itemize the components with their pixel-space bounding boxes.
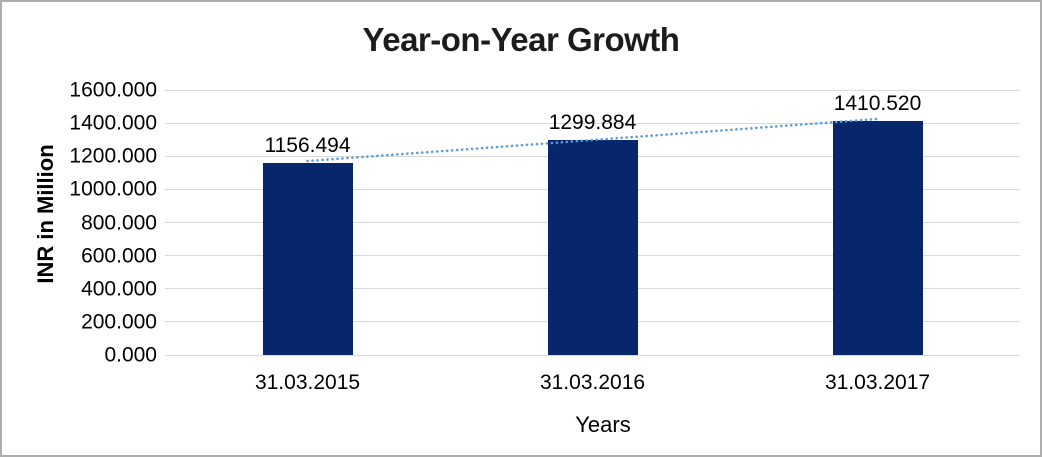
- x-tick-label: 31.03.2016: [539, 371, 646, 394]
- trendline: [306, 117, 879, 163]
- x-axis-title: Years: [575, 412, 631, 437]
- y-tick-label: 800.000: [81, 211, 157, 234]
- y-tick-label: 200.000: [81, 310, 157, 334]
- y-tick-label: 1400.000: [69, 111, 157, 135]
- gridline: [165, 89, 1020, 91]
- y-tick-label: 400.000: [81, 277, 157, 301]
- x-tick-label: 31.03.2015: [254, 371, 361, 394]
- plot-area: 1156.494 1299.884 1410.520: [165, 89, 1020, 356]
- chart-title: Year-on-Year Growth: [362, 21, 680, 58]
- y-tick-label: 1200.000: [69, 144, 157, 168]
- y-tick-label: 600.000: [81, 244, 157, 268]
- bar-value-label: 1156.494: [264, 134, 351, 158]
- x-tick-label: 31.03.2017: [824, 371, 931, 394]
- bar: [262, 163, 353, 355]
- gridline: [165, 122, 1020, 124]
- gridline: [165, 354, 1020, 356]
- y-tick-label: 1600.000: [69, 78, 157, 102]
- bar: [547, 139, 638, 355]
- bar-value-label: 1410.520: [833, 92, 922, 116]
- bar: [832, 121, 923, 355]
- bar-value-label: 1299.884: [548, 110, 637, 134]
- y-tick-label: 0.000: [104, 343, 157, 367]
- y-tick-label: 1000.000: [69, 177, 157, 201]
